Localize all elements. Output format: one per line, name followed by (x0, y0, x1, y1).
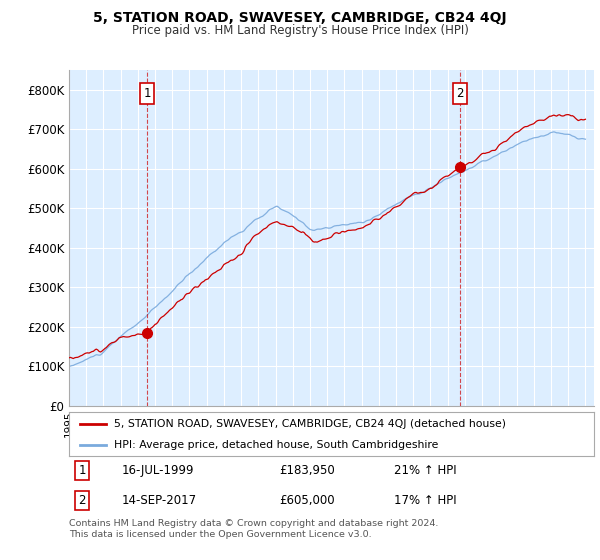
Text: 1: 1 (143, 87, 151, 100)
Text: 2: 2 (79, 494, 86, 507)
Text: 14-SEP-2017: 14-SEP-2017 (121, 494, 197, 507)
Text: 16-JUL-1999: 16-JUL-1999 (121, 464, 194, 478)
Text: 2: 2 (456, 87, 464, 100)
Text: 17% ↑ HPI: 17% ↑ HPI (395, 494, 457, 507)
Text: HPI: Average price, detached house, South Cambridgeshire: HPI: Average price, detached house, Sout… (113, 440, 438, 450)
Text: This data is licensed under the Open Government Licence v3.0.: This data is licensed under the Open Gov… (69, 530, 371, 539)
Text: 5, STATION ROAD, SWAVESEY, CAMBRIDGE, CB24 4QJ (detached house): 5, STATION ROAD, SWAVESEY, CAMBRIDGE, CB… (113, 419, 506, 429)
Text: 21% ↑ HPI: 21% ↑ HPI (395, 464, 457, 478)
Text: 1: 1 (79, 464, 86, 478)
Text: £183,950: £183,950 (279, 464, 335, 478)
Text: Price paid vs. HM Land Registry's House Price Index (HPI): Price paid vs. HM Land Registry's House … (131, 24, 469, 36)
Text: Contains HM Land Registry data © Crown copyright and database right 2024.: Contains HM Land Registry data © Crown c… (69, 519, 439, 528)
Text: 5, STATION ROAD, SWAVESEY, CAMBRIDGE, CB24 4QJ: 5, STATION ROAD, SWAVESEY, CAMBRIDGE, CB… (93, 11, 507, 25)
Text: £605,000: £605,000 (279, 494, 335, 507)
